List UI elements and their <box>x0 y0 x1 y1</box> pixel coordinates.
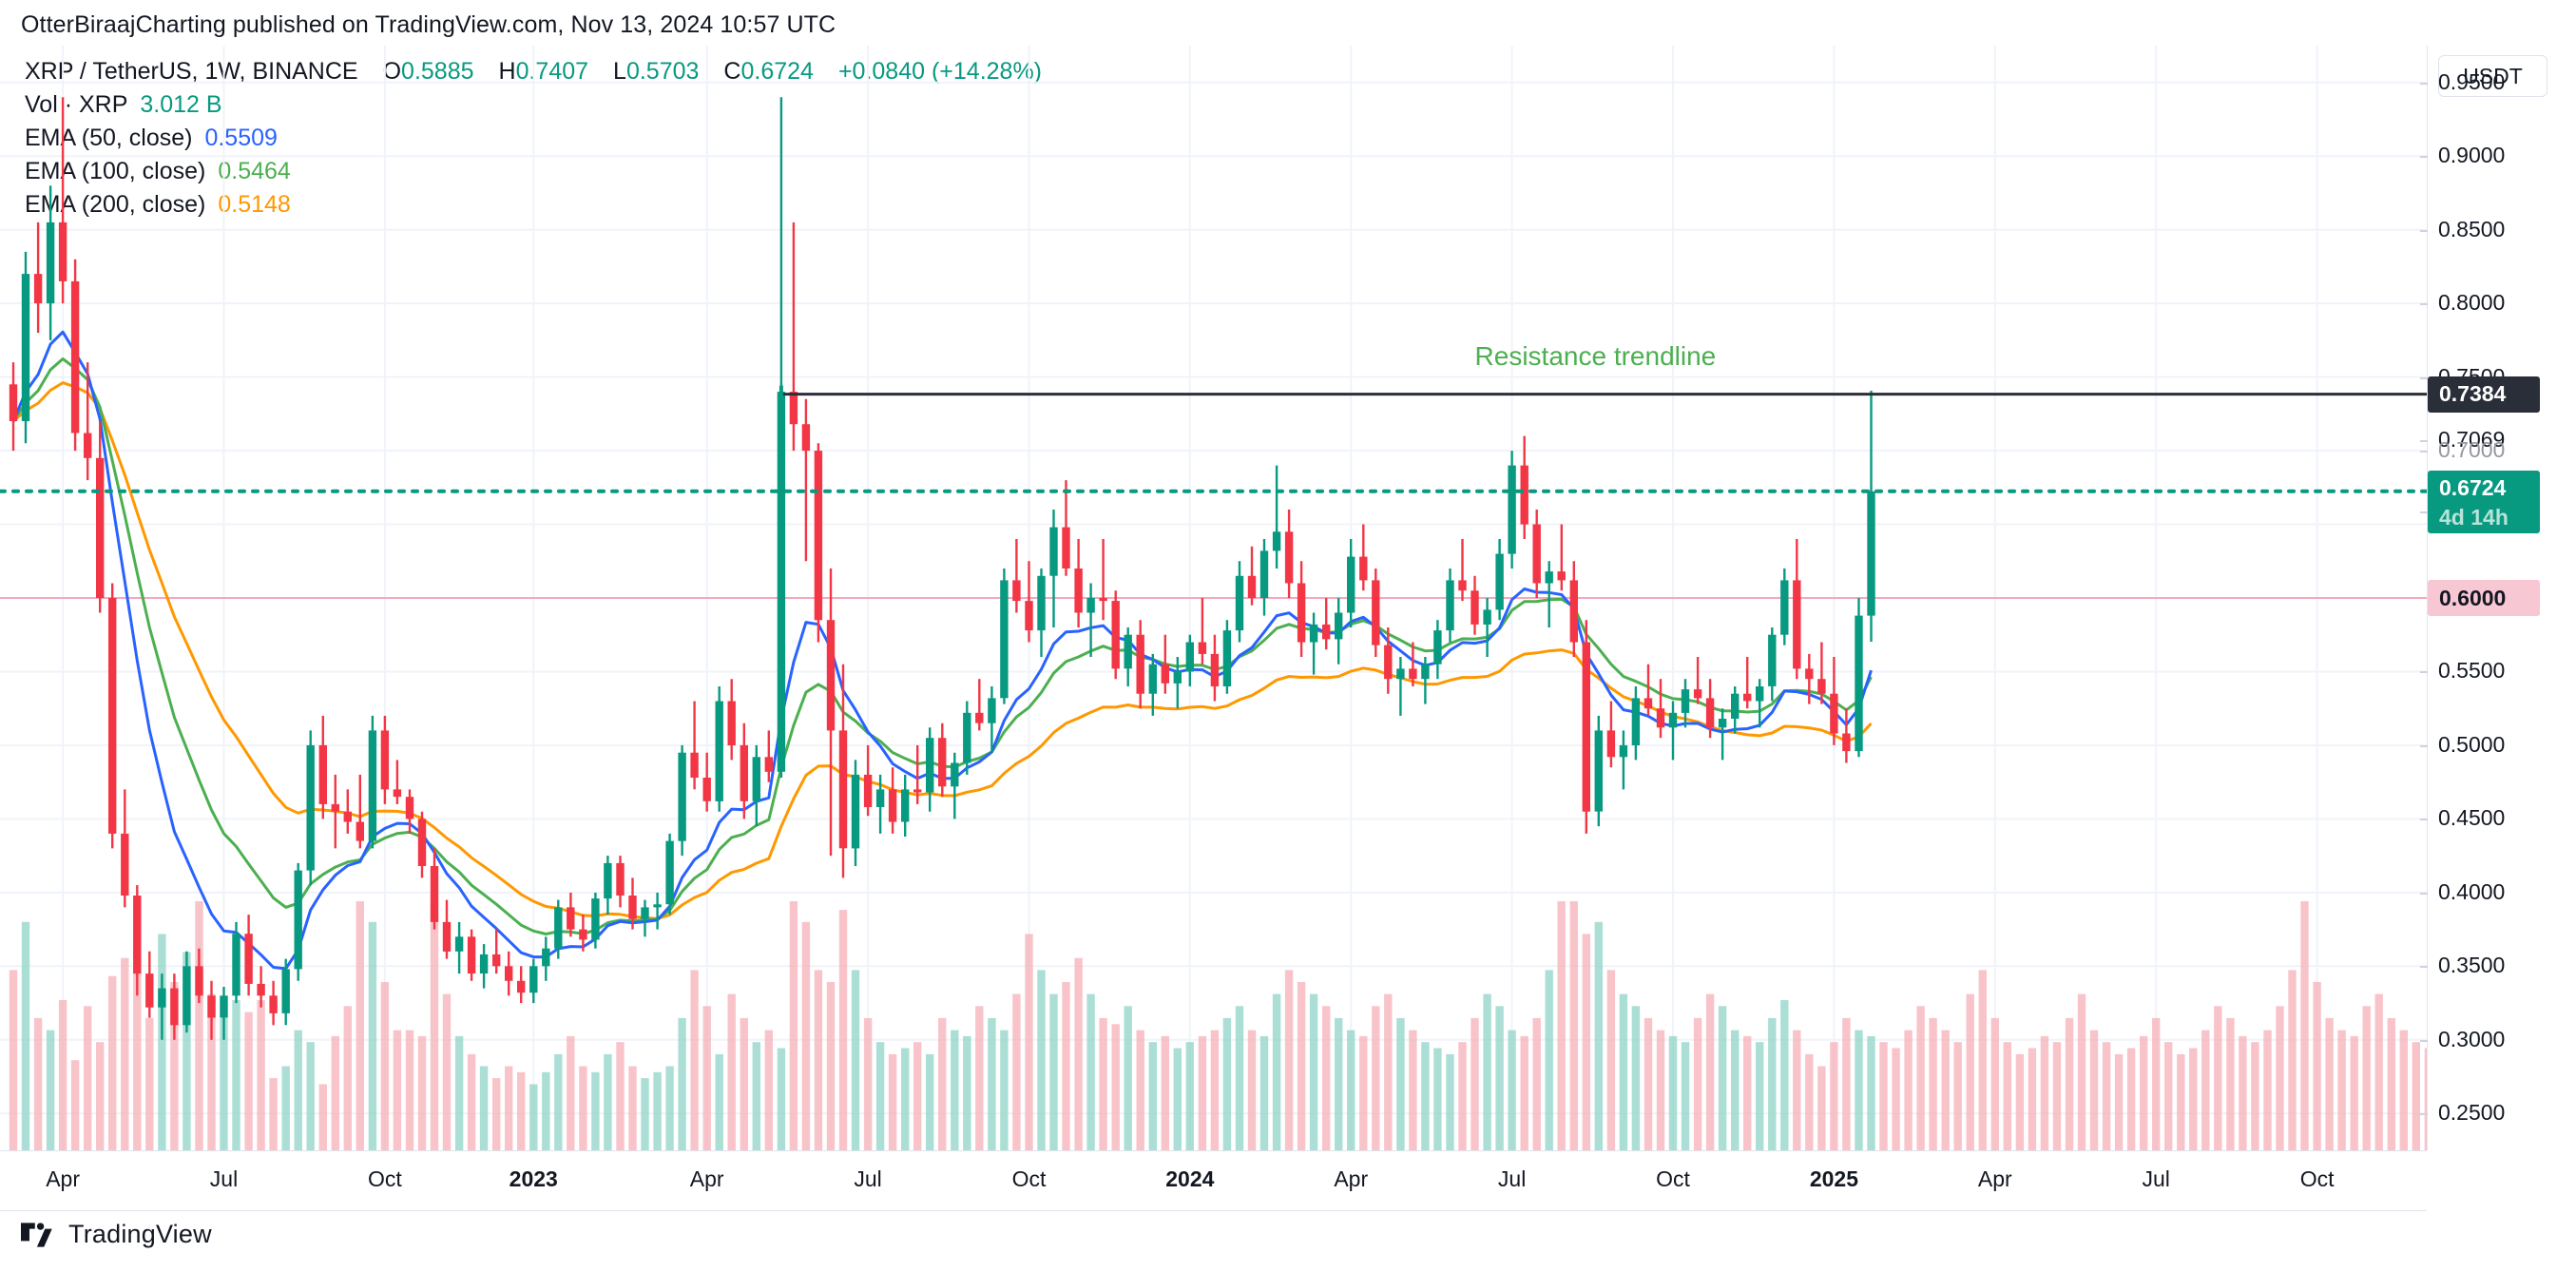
tradingview-footer: TradingView <box>21 1220 212 1249</box>
time-tick: Apr <box>1977 1166 2012 1191</box>
alert-price-value: 0.6000 <box>2439 585 2507 610</box>
volume-value: 3.012 B <box>140 91 222 118</box>
time-tick: Jul <box>1497 1166 1527 1191</box>
chart-series-layer <box>0 97 2427 1150</box>
price-tick-mark <box>2420 229 2428 232</box>
time-tick: Oct <box>1011 1166 1047 1191</box>
volume-label: Vol · XRP <box>25 91 128 118</box>
price-tick: 0.5000 <box>2438 731 2506 757</box>
price-tick: 0.4500 <box>2438 805 2506 831</box>
last-price-value: 0.6724 <box>2439 474 2507 500</box>
resistance-trendline-label: Resistance trendline <box>1474 340 1717 371</box>
price-tick-mark <box>2420 671 2428 674</box>
price-tick: 0.9500 <box>2438 68 2506 94</box>
time-tick: Jul <box>854 1166 882 1191</box>
time-tick: Jul <box>2142 1166 2170 1191</box>
low-value: 0.5703 <box>625 58 700 85</box>
high-label: H <box>498 58 516 85</box>
open-label: O <box>382 58 402 85</box>
time-tick: Oct <box>1656 1166 1690 1191</box>
price-tick-mark <box>2420 819 2428 821</box>
close-label: C <box>723 58 741 85</box>
time-tick: 2024 <box>1165 1166 1215 1191</box>
legend-row-ema-50[interactable]: EMA (50, close) 0.5509 <box>25 122 1042 155</box>
time-tick: Jul <box>209 1166 239 1191</box>
ema-50-label: EMA (50, close) <box>25 125 193 151</box>
last-price-countdown: 4d 14h <box>2439 504 2509 530</box>
legend-row-ema-100[interactable]: EMA (100, close) 0.5464 <box>25 155 1042 188</box>
resistance-price-value: 0.7384 <box>2439 381 2507 407</box>
price-tick: 0.3000 <box>2438 1026 2506 1051</box>
tradingview-logo-icon <box>21 1222 52 1247</box>
open-value: 0.5885 <box>401 58 474 85</box>
legend-row-symbol[interactable]: XRP / TetherUS, 1W, BINANCE O 0.5885 H 0.7… <box>25 55 1042 88</box>
price-tick-mark <box>2420 744 2428 747</box>
tradingview-brand-text: TradingView <box>68 1220 212 1248</box>
resistance-price-badge[interactable]: 0.7384 <box>2428 376 2540 413</box>
legend-row-volume[interactable]: Vol · XRP 3.012 B <box>25 88 1042 122</box>
price-tick: 0.4000 <box>2438 878 2506 904</box>
time-tick: Apr <box>689 1166 724 1191</box>
price-tick: 0.5500 <box>2438 658 2506 684</box>
price-tick-mark <box>2420 82 2428 85</box>
time-tick: Oct <box>2299 1166 2335 1191</box>
price-tick: 0.8500 <box>2438 216 2506 241</box>
change-value: +0.0840 (+14.28%) <box>837 58 1043 85</box>
price-tick: 0.2500 <box>2438 1100 2506 1126</box>
high-value: 0.7407 <box>515 58 589 85</box>
chart-plot-area[interactable]: Resistance trendline <box>0 46 2427 1150</box>
price-tick-mark <box>2420 511 2428 514</box>
price-tick-mark <box>2420 966 2428 969</box>
ema-50-value: 0.5509 <box>204 125 278 151</box>
legend-row-ema-200[interactable]: EMA (200, close) 0.5148 <box>25 188 1042 222</box>
time-tick: 2025 <box>1809 1166 1858 1191</box>
publish-watermark: OtterBiraajCharting published on Trading… <box>21 11 836 38</box>
time-tick: Apr <box>46 1166 81 1191</box>
symbol-label: XRP / TetherUS, 1W, BINANCE <box>25 58 358 85</box>
time-tick: Apr <box>1334 1166 1369 1191</box>
low-label: L <box>613 58 626 85</box>
price-tick: 0.8000 <box>2438 290 2506 316</box>
time-axis[interactable]: Apr Jul Oct 2023 Apr Jul Oct 2024 Apr Jul Oct 2025 A… <box>0 1150 2427 1211</box>
alert-price-badge[interactable]: 0.6000 <box>2428 580 2540 616</box>
ema-200-value: 0.5148 <box>218 191 291 218</box>
price-tick: 0.7000 <box>2438 437 2506 463</box>
currency-unit-badge[interactable]: USDT <box>2438 55 2547 97</box>
time-tick: Oct <box>368 1166 402 1191</box>
ema-200-label: EMA (200, close) <box>25 191 206 218</box>
close-value: 0.6724 <box>740 58 814 85</box>
price-tick: 0.7069 <box>2438 427 2506 453</box>
ema-100-label: EMA (100, close) <box>25 158 206 184</box>
price-tick-mark <box>2420 451 2428 453</box>
price-tick-mark <box>2420 1113 2428 1116</box>
ema-100-value: 0.5464 <box>218 158 291 184</box>
price-tick-mark <box>2420 892 2428 895</box>
price-tick-mark <box>2420 303 2428 306</box>
last-price-badge[interactable]: 0.6724 4d 14h <box>2428 470 2540 533</box>
price-tick-mark <box>2420 440 2428 443</box>
time-tick: 2023 <box>509 1166 558 1191</box>
price-tick-mark <box>2420 156 2428 159</box>
price-tick: 0.9000 <box>2438 143 2506 168</box>
price-axis[interactable]: USDT 0.95000.90000.85000.80000.75000.706… <box>2420 46 2576 1150</box>
price-tick-mark <box>2420 376 2428 379</box>
price-tick-mark <box>2420 1039 2428 1042</box>
chart-legend: XRP / TetherUS, 1W, BINANCE O 0.5885 H 0.7… <box>25 55 1042 222</box>
price-tick: 0.3500 <box>2438 953 2506 978</box>
